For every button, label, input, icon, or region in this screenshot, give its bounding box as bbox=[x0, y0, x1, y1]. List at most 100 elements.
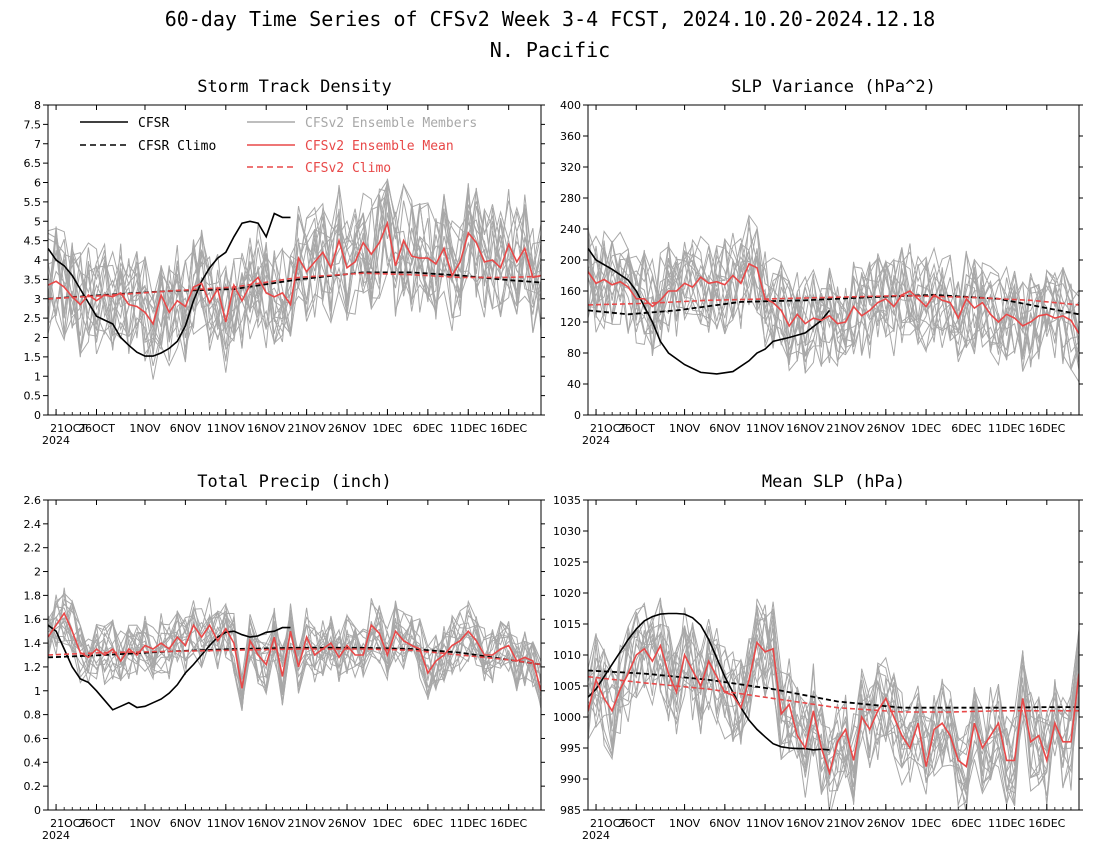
x-tick-label: 11DEC bbox=[450, 422, 487, 435]
y-tick-label: 2.2 bbox=[24, 542, 42, 555]
x-tick-label: 26NOV bbox=[867, 817, 906, 830]
series-line-cfsr-climo bbox=[48, 646, 541, 666]
x-tick-label: 16NOV bbox=[786, 817, 825, 830]
x-tick-label: 6DEC bbox=[413, 422, 443, 435]
series-line-ens-mean bbox=[588, 262, 1079, 335]
y-tick-label: 6.5 bbox=[24, 157, 42, 170]
y-tick-label: 2.4 bbox=[24, 518, 42, 531]
x-tick-label: 6NOV bbox=[170, 817, 202, 830]
ensemble-member-line bbox=[588, 232, 1079, 375]
x-tick-label: 21OCT bbox=[50, 817, 87, 830]
x-tick-label: 6DEC bbox=[951, 422, 981, 435]
y-tick-label: 4.5 bbox=[24, 235, 42, 248]
y-tick-label: 8 bbox=[34, 99, 41, 112]
y-tick-label: 1000 bbox=[553, 711, 581, 724]
y-tick-label: 1020 bbox=[553, 587, 581, 600]
x-tick-label: 6DEC bbox=[413, 817, 443, 830]
x-tick-label: 11NOV bbox=[746, 422, 785, 435]
panel-title-slp-variance: SLP Variance (hPa^2) bbox=[731, 77, 936, 97]
y-tick-label: 6 bbox=[34, 177, 41, 190]
x-year-label: 2024 bbox=[582, 434, 610, 447]
y-tick-label: 5.5 bbox=[24, 196, 42, 209]
x-tick-label: 1DEC bbox=[372, 422, 402, 435]
series-line-ens-climo bbox=[48, 272, 541, 300]
y-tick-label: 0 bbox=[574, 409, 581, 422]
x-tick-label: 6NOV bbox=[709, 422, 741, 435]
y-tick-label: 240 bbox=[560, 223, 581, 236]
ensemble-member-line bbox=[588, 609, 1079, 804]
y-tick-label: 2.5 bbox=[24, 312, 42, 325]
x-tick-label: 11DEC bbox=[450, 817, 487, 830]
legend-label-cfsr-climo: CFSR Climo bbox=[138, 139, 216, 154]
x-tick-label: 16NOV bbox=[786, 422, 825, 435]
x-tick-label: 21OCT bbox=[590, 422, 627, 435]
y-tick-label: 0.8 bbox=[24, 709, 42, 722]
x-tick-label: 6NOV bbox=[709, 817, 741, 830]
x-tick-label: 26NOV bbox=[328, 422, 367, 435]
x-year-label: 2024 bbox=[582, 829, 610, 842]
ensemble-member-line bbox=[588, 243, 1079, 364]
y-tick-label: 0.4 bbox=[24, 756, 42, 769]
y-tick-label: 5 bbox=[34, 215, 41, 228]
y-tick-label: 985 bbox=[560, 804, 581, 817]
figure-subtitle: N. Pacific bbox=[490, 38, 610, 62]
x-tick-label: 11NOV bbox=[207, 422, 246, 435]
x-tick-label: 16DEC bbox=[1028, 422, 1065, 435]
plot-area-slp-variance bbox=[588, 214, 1079, 383]
x-tick-label: 1NOV bbox=[669, 422, 701, 435]
y-tick-label: 1030 bbox=[553, 525, 581, 538]
ensemble-member-line bbox=[48, 208, 541, 367]
x-tick-label: 11DEC bbox=[988, 422, 1025, 435]
ensemble-member-line bbox=[48, 594, 541, 709]
x-tick-label: 26NOV bbox=[867, 422, 906, 435]
plot-frame-precip bbox=[47, 499, 542, 811]
y-tick-label: 1 bbox=[34, 685, 41, 698]
series-line-ens-mean bbox=[588, 640, 1079, 776]
x-tick-label: 21NOV bbox=[288, 422, 327, 435]
y-tick-label: 280 bbox=[560, 192, 581, 205]
y-tick-label: 40 bbox=[567, 378, 581, 391]
y-tick-label: 2 bbox=[34, 566, 41, 579]
y-tick-label: 1035 bbox=[553, 494, 581, 507]
ensemble-member-line bbox=[588, 604, 1079, 792]
y-tick-label: 360 bbox=[560, 130, 581, 143]
ensemble-member-line bbox=[588, 228, 1079, 361]
y-tick-label: 2.6 bbox=[24, 494, 42, 507]
y-tick-label: 1.8 bbox=[24, 589, 42, 602]
y-tick-label: 4 bbox=[34, 254, 41, 267]
y-tick-label: 1 bbox=[34, 370, 41, 383]
ensemble-member-line bbox=[48, 183, 541, 356]
panel-title-storm-track: Storm Track Density bbox=[197, 77, 391, 97]
y-tick-label: 120 bbox=[560, 316, 581, 329]
y-tick-label: 0.2 bbox=[24, 780, 42, 793]
legend-label-ensemble-mean: CFSv2 Ensemble Mean bbox=[305, 139, 454, 154]
plot-area-mean-slp bbox=[588, 597, 1079, 810]
ensemble-member-line bbox=[48, 192, 541, 351]
legend-label-cfsv2-climo: CFSv2 Climo bbox=[305, 161, 391, 176]
series-line-cfsr-climo bbox=[588, 669, 1079, 709]
ensemble-member-line bbox=[588, 254, 1079, 371]
x-tick-label: 21OCT bbox=[50, 422, 87, 435]
x-tick-label: 16NOV bbox=[247, 817, 286, 830]
x-tick-label: 1DEC bbox=[911, 817, 941, 830]
y-tick-label: 3.5 bbox=[24, 273, 42, 286]
x-tick-label: 21OCT bbox=[590, 817, 627, 830]
series-line-cfsr-climo bbox=[588, 293, 1079, 316]
ensemble-member-line bbox=[588, 214, 1079, 371]
x-tick-label: 1NOV bbox=[669, 817, 701, 830]
legend: CFSR CFSR Climo CFSv2 Ensemble Members C… bbox=[80, 116, 477, 176]
panel-precip: Total Precip (inch) 0 0.2 0.4 0.6 0.8 1 1.2 1.4 1… bbox=[24, 472, 545, 842]
plot-area-storm-track bbox=[48, 178, 541, 380]
y-tick-label: 990 bbox=[560, 773, 581, 786]
x-tick-label: 26OCT bbox=[618, 817, 655, 830]
y-tick-label: 1010 bbox=[553, 649, 581, 662]
series-line-cfsr bbox=[588, 247, 831, 375]
ensemble-member-line bbox=[48, 603, 541, 705]
x-tick-label: 26OCT bbox=[78, 817, 115, 830]
x-tick-label: 6DEC bbox=[951, 817, 981, 830]
series-line-cfsr bbox=[588, 612, 830, 751]
y-tick-label: 3 bbox=[34, 293, 41, 306]
y-tick-label: 0 bbox=[34, 804, 41, 817]
y-tick-label: 0.6 bbox=[24, 732, 42, 745]
y-tick-label: 7 bbox=[34, 138, 41, 151]
